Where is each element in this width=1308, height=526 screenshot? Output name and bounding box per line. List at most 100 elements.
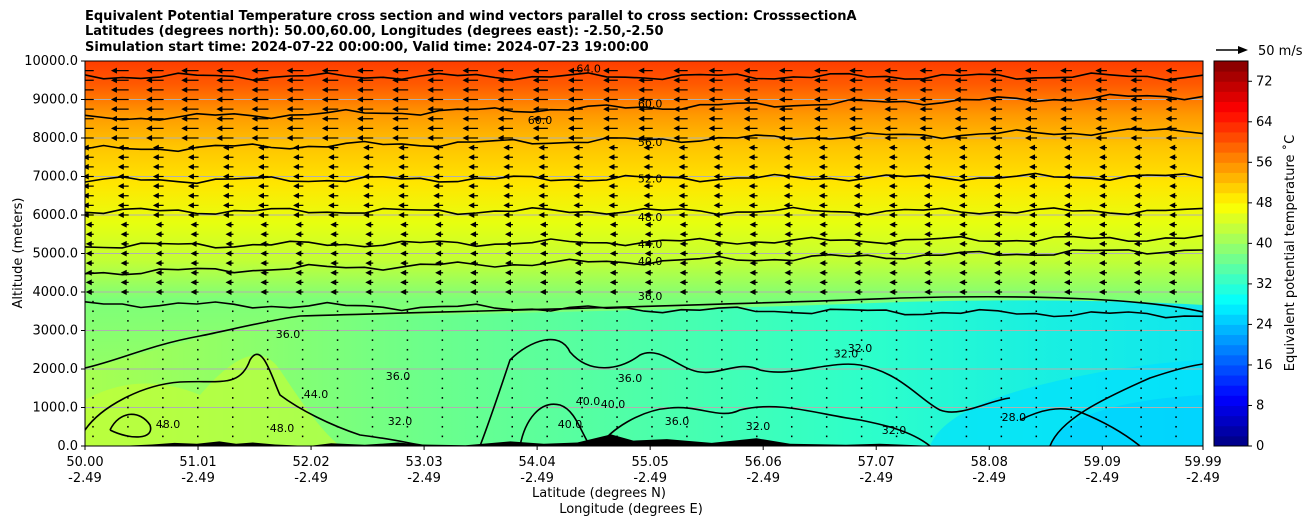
wind-arrowhead [363, 183, 370, 190]
wind-arrowhead [503, 212, 510, 218]
wind-arrowhead [673, 86, 680, 93]
wind-arrowhead [574, 289, 581, 295]
wind-arrow [790, 310, 793, 313]
wind-arrowhead [574, 250, 581, 257]
wind-arrow [406, 348, 409, 351]
wind-arrowhead [567, 96, 574, 103]
wind-arrowhead [1025, 115, 1032, 122]
wind-arrowhead [1134, 202, 1141, 209]
contour-line [1019, 407, 1141, 446]
wind-arrow [197, 310, 199, 313]
wind-arrowhead [854, 289, 861, 295]
wind-arrowhead [1060, 125, 1067, 132]
wind-arrow [1070, 329, 1072, 332]
wind-arrowhead [1029, 173, 1036, 180]
colorbar-frame [1213, 60, 1249, 447]
wind-arrow [1070, 368, 1072, 370]
colorbar-segment [1214, 324, 1248, 336]
wind-arrowhead [573, 173, 580, 180]
wind-arrow [336, 435, 339, 438]
wind-arrow [721, 368, 723, 370]
wind-arrow [756, 425, 758, 428]
wind-arrow [476, 377, 479, 380]
wind-arrow [1035, 387, 1038, 390]
wind-arrowhead [1064, 163, 1071, 170]
wind-arrow [721, 320, 723, 322]
wind-arrowhead [993, 192, 1000, 199]
wind-arrow [895, 300, 898, 303]
wind-arrowhead [110, 96, 117, 103]
wind-arrowhead [363, 173, 370, 180]
wind-arrowhead [85, 269, 92, 276]
wind-arrow [895, 358, 898, 361]
wind-arrowhead [181, 77, 188, 84]
wind-arrowhead [1063, 231, 1070, 238]
colorbar-segment [1214, 405, 1248, 417]
wind-arrowhead [1095, 106, 1102, 113]
wind-arrowhead [989, 106, 996, 113]
wind-arrowhead [539, 221, 546, 228]
wind-arrowhead [603, 115, 610, 122]
wind-arrow [581, 329, 583, 332]
wind-arrowhead [573, 202, 580, 209]
wind-arrowhead [1133, 289, 1140, 295]
wind-arrow [930, 320, 933, 322]
wind-arrow [301, 406, 304, 409]
wind-arrowhead [462, 96, 469, 103]
wind-arrowhead [678, 183, 685, 190]
wind-arrowhead [954, 96, 961, 103]
wind-arrow [616, 435, 618, 438]
wind-arrowhead [989, 125, 996, 132]
wind-arrow [756, 329, 758, 332]
wind-arrowhead [679, 250, 686, 257]
wind-arrow [301, 387, 304, 390]
wind-arrow [197, 300, 199, 303]
wind-arrowhead [749, 269, 756, 276]
wind-arrow [965, 358, 968, 361]
colorbar-segment [1214, 212, 1248, 224]
wind-arrowhead [1095, 96, 1102, 103]
wind-arrow [546, 358, 548, 361]
wind-arrowhead [152, 202, 159, 209]
wind-arrow [127, 435, 129, 438]
colorbar-segment [1214, 111, 1248, 123]
wind-arrowhead [884, 115, 891, 122]
wind-arrowhead [783, 212, 790, 218]
wind-arrow [930, 339, 933, 341]
horizontal-gridlines [85, 99, 1203, 408]
wind-arrowhead [181, 106, 188, 113]
wind-arrowhead [117, 183, 124, 190]
colorbar-tick-label: 0 [1256, 439, 1264, 454]
wind-arrowhead [400, 269, 407, 276]
wind-arrow [1000, 377, 1003, 380]
wind-arrowhead [923, 144, 930, 151]
wind-arrowhead [532, 77, 539, 84]
contour-line [85, 172, 1203, 185]
wind-arrowhead [187, 192, 194, 199]
wind-arrow [406, 406, 409, 409]
colorbar-segment [1214, 131, 1248, 143]
wind-arrow [336, 387, 339, 390]
wind-arrow [965, 416, 968, 418]
wind-arrow [511, 435, 513, 438]
wind-arrowhead [1165, 125, 1172, 132]
wind-arrow [546, 310, 548, 313]
wind-arrow [162, 435, 164, 438]
wind-arrowhead [1064, 212, 1071, 218]
wind-arrowhead [539, 260, 546, 267]
wind-arrowhead [889, 260, 896, 267]
wind-arrowhead [783, 192, 790, 199]
wind-arrow [686, 406, 688, 409]
wind-arrowhead [679, 221, 686, 228]
wind-arrowhead [954, 67, 961, 74]
wind-arrowhead [1165, 135, 1172, 141]
wind-arrowhead [260, 221, 267, 228]
wind-arrowhead [435, 279, 442, 286]
wind-arrow [301, 416, 304, 418]
wind-arrow [197, 416, 199, 418]
wind-arrow [581, 358, 583, 361]
wind-arrow [1000, 435, 1003, 438]
x-tick-label-2: -2.49 [1085, 471, 1119, 486]
wind-arrowhead [994, 250, 1001, 257]
wind-arrowhead [1063, 289, 1070, 295]
